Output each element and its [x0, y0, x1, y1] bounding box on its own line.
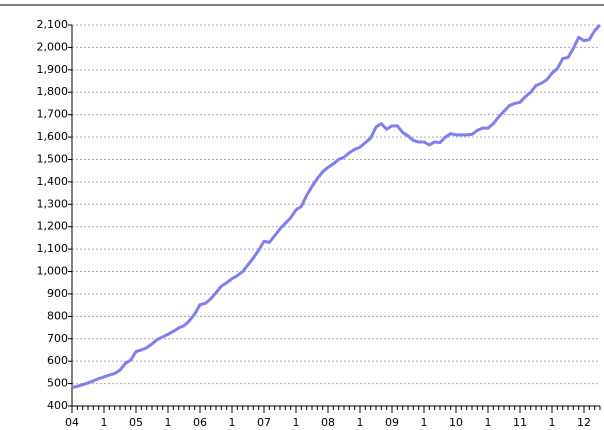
- y-tick-label: 1,700: [37, 108, 69, 121]
- x-tick-label: 1: [357, 416, 364, 429]
- y-tick-label: 1,200: [37, 220, 69, 233]
- x-tick-label: 10: [449, 416, 463, 429]
- y-tick-label: 1,500: [37, 152, 69, 165]
- y-tick-label: 1,800: [37, 85, 69, 98]
- y-tick-label: 900: [47, 287, 68, 300]
- y-tick-label: 1,400: [37, 175, 69, 188]
- y-tick-label: 700: [47, 332, 68, 345]
- y-tick-label: 1,600: [37, 130, 69, 143]
- x-tick-label: 1: [165, 416, 172, 429]
- x-tick-label: 1: [549, 416, 556, 429]
- x-tick-label: 11: [513, 416, 527, 429]
- x-tick-label: 09: [385, 416, 399, 429]
- data-line: [71, 23, 602, 390]
- y-tick-label: 400: [47, 399, 68, 412]
- x-tick-label: 1: [421, 416, 428, 429]
- x-tick-label: 1: [485, 416, 492, 429]
- x-tick-label: 12: [577, 416, 591, 429]
- x-tick-label: 08: [321, 416, 335, 429]
- x-tick-label: 05: [129, 416, 143, 429]
- y-tick-label: 600: [47, 354, 68, 367]
- y-tick-label: 500: [47, 377, 68, 390]
- x-tick-label: 1: [101, 416, 108, 429]
- y-tick-label: 2,000: [37, 40, 69, 53]
- y-tick-label: 1,000: [37, 265, 69, 278]
- y-tick-label: 1,900: [37, 63, 69, 76]
- y-tick-label: 2,100: [37, 18, 69, 31]
- x-tick-label: 06: [193, 416, 207, 429]
- y-tick-label: 1,100: [37, 242, 69, 255]
- x-tick-label: 1: [229, 416, 236, 429]
- x-tick-label: 07: [257, 416, 271, 429]
- y-tick-label: 1,300: [37, 197, 69, 210]
- x-tick-label: 04: [65, 416, 79, 429]
- y-tick-label: 800: [47, 309, 68, 322]
- x-tick-label: 1: [293, 416, 300, 429]
